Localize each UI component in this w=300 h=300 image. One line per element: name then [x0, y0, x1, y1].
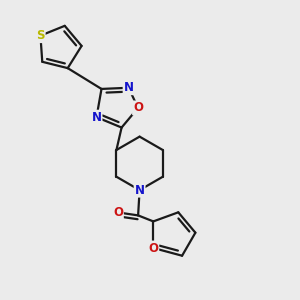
- Text: O: O: [133, 101, 143, 115]
- Text: O: O: [113, 206, 123, 219]
- Text: N: N: [92, 111, 101, 124]
- Text: S: S: [36, 29, 45, 42]
- Text: N: N: [135, 184, 145, 196]
- Text: O: O: [148, 242, 158, 254]
- Text: N: N: [124, 81, 134, 94]
